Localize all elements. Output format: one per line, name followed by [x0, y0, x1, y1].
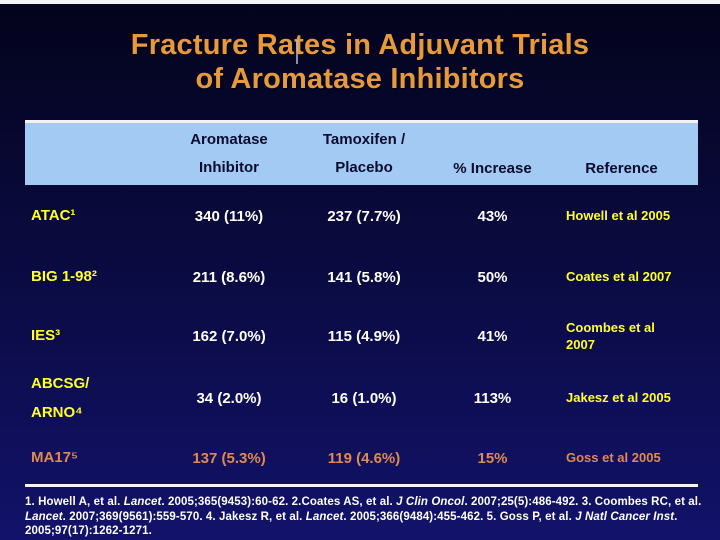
text-cursor-artifact	[296, 40, 298, 64]
tam-value: 141 (5.8%)	[327, 268, 401, 286]
reference-value: Jakesz et al 2005	[545, 390, 698, 406]
increase-value: 15%	[477, 449, 508, 467]
header-reference: Reference	[585, 160, 658, 177]
footer-divider-line	[25, 484, 698, 487]
footnotes-text: 1. Howell A, et al. Lancet. 2005;365(945…	[25, 496, 702, 538]
reference-value: Coombes et al 2007	[545, 320, 698, 353]
table-row-abcsg-arno: ABCSG/ ARNO⁴ 34 (2.0%) 16 (1.0%) 113% Ja…	[25, 366, 698, 431]
tam-value: 237 (7.7%)	[327, 207, 401, 225]
header-percent-increase: % Increase	[453, 160, 532, 177]
ai-value: 211 (8.6%)	[192, 268, 266, 286]
table-row-ies: IES³ 162 (7.0%) 115 (4.9%) 41% Coombes e…	[25, 307, 698, 366]
reference-text: Howell et al 2005	[566, 207, 671, 223]
top-edge-strip	[0, 0, 720, 4]
tam-value: 119 (4.6%)	[327, 449, 401, 467]
reference-value: Howell et al 2005	[545, 208, 698, 224]
trial-name: IES³	[31, 327, 61, 345]
increase-value: 41%	[477, 328, 508, 345]
slide-title: Fracture Rates in Adjuvant Trials of Aro…	[130, 29, 590, 96]
header-tamoxifen-placebo: Tamoxifen / Placebo	[322, 131, 406, 176]
ai-value: 340 (11%)	[194, 207, 264, 225]
table-row-big-1-98: BIG 1-98² 211 (8.6%) 141 (5.8%) 50% Coat…	[25, 247, 698, 307]
increase-value: 50%	[477, 268, 508, 286]
ai-value: 137 (5.3%)	[192, 449, 266, 467]
table-row-ma17: MA17⁵ 137 (5.3%) 119 (4.6%) 15% Goss et …	[25, 431, 698, 485]
trial-name: MA17⁵	[31, 448, 79, 466]
header-aromatase-inhibitor: Aromatase Inhibitor	[190, 131, 268, 176]
reference-text: Coombes et al 2007	[566, 320, 655, 352]
trial-name: ABCSG/ ARNO⁴	[31, 375, 90, 421]
tam-value: 115 (4.9%)	[327, 328, 401, 345]
reference-text: Goss et al 2005	[566, 449, 661, 465]
trial-name: BIG 1-98²	[31, 267, 97, 285]
table-header-row: Aromatase Inhibitor Tamoxifen / Placebo …	[25, 120, 698, 185]
ai-value: 162 (7.0%)	[192, 328, 266, 345]
increase-value: 113%	[473, 390, 512, 407]
fracture-rates-table: Aromatase Inhibitor Tamoxifen / Placebo …	[25, 120, 698, 485]
table-row-atac: ATAC¹ 340 (11%) 237 (7.7%) 43% Howell et…	[25, 185, 698, 247]
reference-text: Jakesz et al 2005	[566, 390, 671, 406]
tam-value: 16 (1.0%)	[331, 390, 397, 407]
ai-value: 34 (2.0%)	[196, 390, 262, 407]
reference-value: Coates et al 2007	[545, 269, 698, 285]
trial-name: ATAC¹	[31, 206, 76, 224]
increase-value: 43%	[477, 207, 508, 225]
reference-value: Goss et al 2005	[545, 450, 698, 466]
reference-text: Coates et al 2007	[566, 268, 672, 284]
